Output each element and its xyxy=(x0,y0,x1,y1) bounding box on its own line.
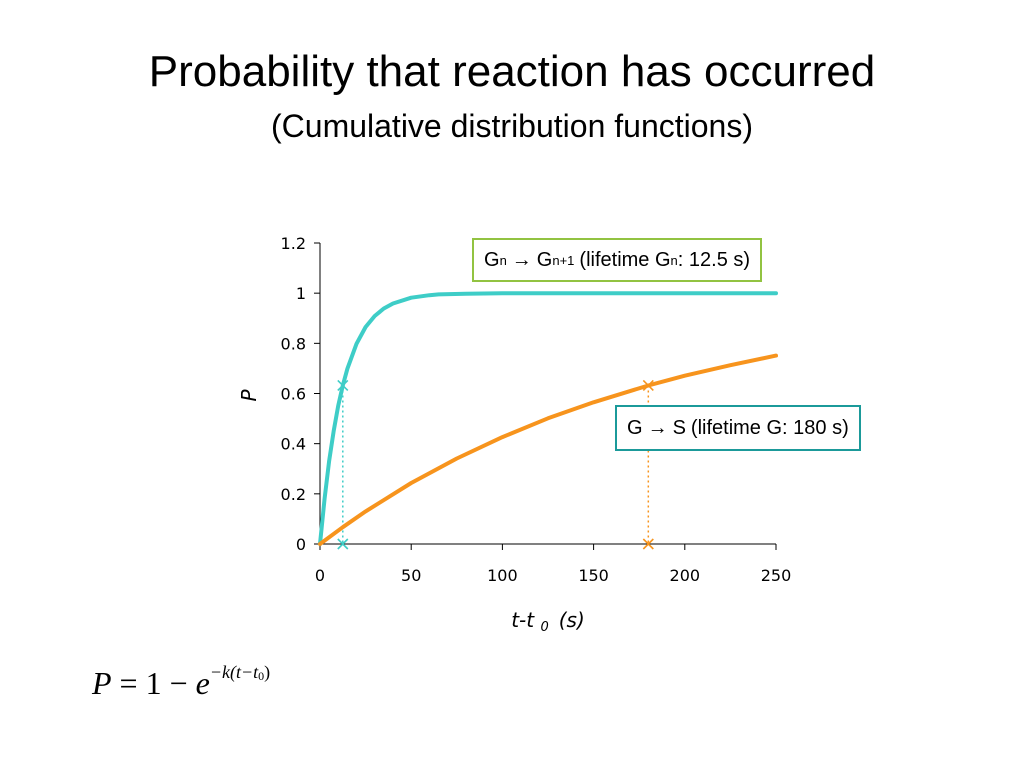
formula-base: e xyxy=(195,665,210,701)
series-0-marker-curve xyxy=(337,379,349,392)
legend-fast-to: G xyxy=(536,248,553,271)
formula-exp-sub: 0 xyxy=(258,669,265,683)
x-tick-label: 150 xyxy=(578,566,609,585)
legend-fast-to-sub: n+1 xyxy=(552,252,575,268)
formula-exponent: −k(t−t0) xyxy=(209,662,271,683)
x-tick-label: 50 xyxy=(401,566,421,585)
series-0-marker-axis xyxy=(337,538,349,550)
formula-lhs: P xyxy=(92,665,112,701)
legend-slow-to: S xyxy=(672,416,686,439)
slide-subtitle: (Cumulative distribution functions) xyxy=(271,108,753,144)
arrow-right-icon: → xyxy=(511,248,532,271)
x-tick-label: 250 xyxy=(761,566,792,585)
series-1-marker-curve xyxy=(642,379,654,392)
legend-fast-text-sub: n xyxy=(670,252,678,268)
y-axis-title: P xyxy=(237,389,261,402)
legend-fast-value: : 12.5 s) xyxy=(677,248,751,271)
y-tick-label: 0.4 xyxy=(281,435,306,454)
cdf-formula: P = 1 − e−k(t−t0) xyxy=(92,662,270,702)
legend-fast-from-sub: n xyxy=(499,252,507,268)
y-tick-label: 0.8 xyxy=(281,334,306,353)
series-1-marker-axis xyxy=(642,538,654,550)
series-1-line xyxy=(318,353,778,546)
y-tick-label: 1.2 xyxy=(281,234,306,253)
x-axis-title: t-t 0 (s) xyxy=(511,608,585,635)
y-tick-label: 0 xyxy=(296,535,306,554)
formula-eq: = 1 − xyxy=(111,665,196,701)
x-tick-label: 100 xyxy=(487,566,518,585)
slide-title: Probability that reaction has occurred xyxy=(148,47,876,96)
series-0-line xyxy=(318,291,778,546)
legend-slow-text: (lifetime G: 180 s) xyxy=(690,416,849,439)
legend-slow-from: G xyxy=(627,416,643,439)
formula-exp-b: ) xyxy=(264,662,271,682)
x-tick-label: 200 xyxy=(670,566,701,585)
y-tick-label: 0.6 xyxy=(281,385,306,404)
y-tick-label: 1 xyxy=(296,284,306,303)
legend-fast-from: G xyxy=(484,248,500,271)
formula-exp-a: −k(t−t xyxy=(209,662,259,682)
y-tick-label: 0.2 xyxy=(281,485,306,504)
x-tick-label: 0 xyxy=(315,566,325,585)
arrow-right-icon: → xyxy=(647,416,668,439)
legend-slow-reaction: G → S (lifetime G: 180 s) xyxy=(615,405,861,451)
legend-fast-text: (lifetime G xyxy=(579,248,671,271)
